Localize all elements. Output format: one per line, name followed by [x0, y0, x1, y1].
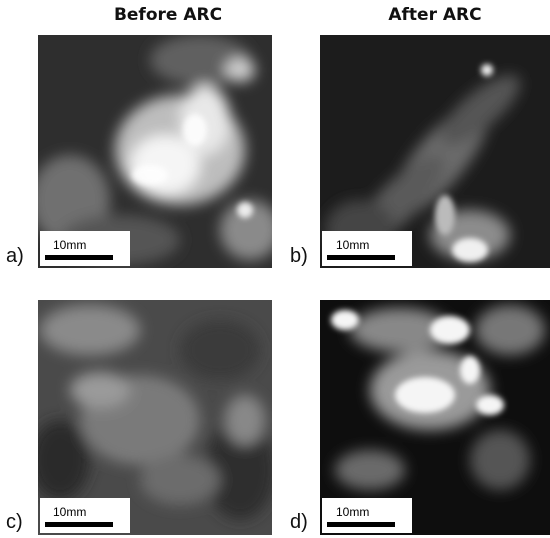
scale-text: 10mm — [336, 505, 369, 519]
scale-bar — [327, 255, 395, 260]
scale-text: 10mm — [53, 505, 86, 519]
panel-label: b) — [290, 245, 308, 267]
column-title: Before ARC — [114, 5, 222, 25]
scale-bar — [45, 255, 113, 260]
column-title: After ARC — [388, 5, 481, 25]
panel-label: c) — [6, 511, 23, 533]
panel-label: a) — [6, 245, 24, 267]
figure: Before ARC After ARC a) 10mm — [0, 0, 550, 538]
scale-text: 10mm — [336, 238, 369, 252]
scale-bar — [45, 522, 113, 527]
panel-label: d) — [290, 511, 308, 533]
scale-bar — [327, 522, 395, 527]
scale-text: 10mm — [53, 238, 86, 252]
